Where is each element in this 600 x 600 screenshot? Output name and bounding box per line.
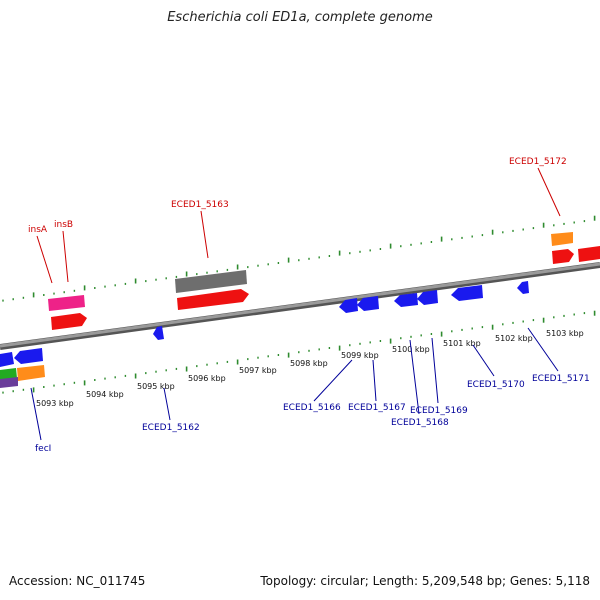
gene-label-insB[interactable]: insB xyxy=(54,220,73,230)
gene-orange-5172[interactable] xyxy=(551,232,573,246)
gene-ECED1_5163[interactable] xyxy=(175,270,247,293)
kbp-label: 5099 kbp xyxy=(341,351,379,360)
gene-label-ECED1_5167[interactable]: ECED1_5167 xyxy=(348,403,406,413)
gene-red-edge[interactable] xyxy=(578,246,600,262)
tick-row-bottom xyxy=(2,310,596,394)
gene-label-ECED1_5172[interactable]: ECED1_5172 xyxy=(509,157,567,167)
gene-label-insA[interactable]: insA xyxy=(28,225,48,235)
gene-insA[interactable] xyxy=(48,295,85,311)
gene-label-ECED1_5171[interactable]: ECED1_5171 xyxy=(532,374,590,384)
kbp-label: 5097 kbp xyxy=(239,366,277,375)
leader-insA xyxy=(36,235,53,284)
gene-ECED1_5169[interactable] xyxy=(417,290,438,305)
gene-ECED1_5172[interactable] xyxy=(552,249,574,264)
kbp-label: 5094 kbp xyxy=(86,390,124,399)
kbp-label: 5095 kbp xyxy=(137,382,175,391)
topology-text: Topology: circular; Length: 5,209,548 bp… xyxy=(260,574,590,588)
gene-label-ECED1_5162[interactable]: ECED1_5162 xyxy=(142,423,200,433)
kbp-label: 5102 kbp xyxy=(495,334,533,343)
gene-ECED1_5162[interactable] xyxy=(153,326,164,340)
leader-ECED1_5166 xyxy=(313,359,353,402)
gene-labels-bottom: fecI ECED1_5162 ECED1_5166 ECED1_5167 EC… xyxy=(35,374,590,454)
kbp-labels: 5093 kbp 5094 kbp 5095 kbp 5096 kbp 5097… xyxy=(36,329,584,408)
leader-ECED1_5170 xyxy=(472,344,495,377)
leader-fecI xyxy=(30,387,42,441)
leader-ECED1_5172 xyxy=(537,167,561,217)
gene-ECED1_5170[interactable] xyxy=(451,285,483,301)
genes-reverse xyxy=(0,281,529,388)
leader-ECED1_5168 xyxy=(409,339,420,415)
tick-row-top xyxy=(2,215,596,302)
gene-label-ECED1_5169[interactable]: ECED1_5169 xyxy=(410,406,468,416)
kbp-label: 5103 kbp xyxy=(546,329,584,338)
gene-label-ECED1_5166[interactable]: ECED1_5166 xyxy=(283,403,341,413)
leader-insB xyxy=(62,230,69,283)
leader-ECED1_5171 xyxy=(527,327,559,372)
gene-label-ECED1_5168[interactable]: ECED1_5168 xyxy=(391,418,449,428)
gene-label-fecI[interactable]: fecI xyxy=(35,444,51,454)
gene-purple-left[interactable] xyxy=(0,377,18,388)
kbp-label: 5098 kbp xyxy=(290,359,328,368)
accession-text: Accession: NC_011745 xyxy=(9,574,146,588)
leader-ECED1_5167 xyxy=(372,359,377,402)
gene-ECED1_5168[interactable] xyxy=(394,293,418,307)
gene-insB[interactable] xyxy=(51,313,87,330)
gene-label-ECED1_5163[interactable]: ECED1_5163 xyxy=(171,200,229,210)
map-title: Escherichia coli ED1a, complete genome xyxy=(167,10,433,25)
kbp-label: 5093 kbp xyxy=(36,399,74,408)
kbp-label: 5096 kbp xyxy=(188,374,226,383)
gene-ECED1_5166[interactable] xyxy=(339,298,358,313)
leader-ECED1_5169 xyxy=(431,337,439,404)
genome-backbone-highlight xyxy=(0,262,600,348)
leader-ECED1_5162 xyxy=(163,387,171,421)
gene-labels-top: insA insB ECED1_5163 ECED1_5172 xyxy=(28,157,567,235)
gene-blue-left-2[interactable] xyxy=(14,348,43,364)
kbp-label: 5101 kbp xyxy=(443,339,481,348)
gene-label-ECED1_5170[interactable]: ECED1_5170 xyxy=(467,380,525,390)
genes-forward xyxy=(48,232,600,330)
gene-orange-left[interactable] xyxy=(17,365,45,381)
gene-blue-left-1[interactable] xyxy=(0,352,14,367)
gene-ECED1_5167[interactable] xyxy=(357,296,379,311)
leader-lines xyxy=(30,167,561,441)
leader-ECED1_5163 xyxy=(200,210,209,259)
gene-ECED1_5163b[interactable] xyxy=(177,289,249,310)
gene-ECED1_5171[interactable] xyxy=(517,281,529,294)
